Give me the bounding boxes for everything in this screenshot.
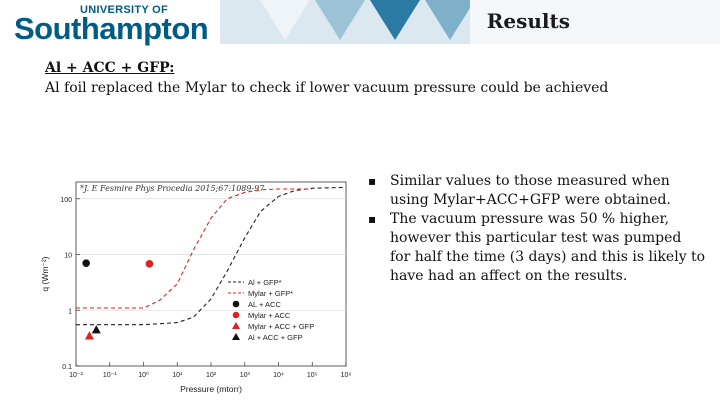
x-tick-label: 10⁻² bbox=[69, 372, 83, 379]
logo-southampton: Southampton bbox=[14, 11, 209, 46]
legend-swatch bbox=[232, 333, 240, 340]
x-tick-label: 10⁶ bbox=[341, 372, 352, 379]
band-chevron-4 bbox=[425, 0, 475, 40]
y-tick-label: 100 bbox=[60, 197, 72, 204]
logo-university-of: UNIVERSITY OF bbox=[80, 4, 169, 16]
plot-frame bbox=[75, 181, 347, 367]
band-chevron-3 bbox=[370, 0, 420, 40]
legend-label: Mylar + ACC bbox=[248, 311, 291, 320]
y-tick-label: 0.1 bbox=[62, 364, 72, 371]
slide-header: UNIVERSITY OF Southampton Results bbox=[0, 0, 720, 46]
legend-swatch bbox=[232, 322, 240, 329]
x-tick-label: 10⁰ bbox=[138, 371, 149, 379]
slide-title: Results bbox=[486, 9, 570, 33]
series-line bbox=[76, 188, 313, 309]
x-tick-label: 10² bbox=[206, 372, 217, 379]
y-tick-label: 1 bbox=[68, 308, 72, 315]
x-tick-label: 10¹ bbox=[172, 372, 183, 379]
band-chevron-1 bbox=[260, 0, 310, 40]
band-title-panel bbox=[470, 0, 720, 44]
y-tick-label: 10 bbox=[64, 253, 72, 260]
bullet-list: ▪ Similar values to those measured when … bbox=[366, 172, 706, 286]
legend-label: Al + GFP* bbox=[248, 278, 282, 287]
x-axis-label: Pressure (mtorr) bbox=[180, 384, 242, 394]
legend-label: Mylar + GFP* bbox=[248, 289, 293, 298]
header-decorative-band bbox=[220, 0, 720, 44]
legend-label: Mylar + ACC + GFP bbox=[248, 322, 314, 331]
band-chevron-2 bbox=[315, 0, 365, 40]
x-tick-label: 10⁴ bbox=[273, 372, 284, 379]
square-bullet-icon: ▪ bbox=[368, 174, 377, 188]
data-point-circle bbox=[145, 260, 154, 268]
x-tick-label: 10⁵ bbox=[307, 372, 318, 379]
legend-label: AL + ACC bbox=[248, 300, 281, 309]
bullet-text: The vacuum pressure was 50 % higher, how… bbox=[390, 211, 706, 284]
chart-annotation: *J. E Fesmire Phys Procedia 2015;67:1089… bbox=[80, 184, 265, 193]
section-description: Al foil replaced the Mylar to check if l… bbox=[45, 80, 609, 96]
heat-flux-chart: 10⁻² 10⁻¹ 10⁰ 10¹ 10² 10³ 10⁴ 10⁵ 10⁶ 0.1 1 10 100 Pr… bbox=[40, 181, 352, 394]
legend-label: Al + ACC + GFP bbox=[248, 333, 303, 342]
legend-swatch bbox=[232, 300, 240, 308]
university-logo: UNIVERSITY OF Southampton bbox=[14, 2, 214, 46]
square-bullet-icon: ▪ bbox=[368, 212, 377, 226]
legend-swatch bbox=[232, 311, 240, 319]
data-point-triangle bbox=[91, 325, 101, 334]
bullet-item: ▪ Similar values to those measured when … bbox=[366, 172, 706, 210]
y-axis-label: q (Wm⁻²) bbox=[40, 256, 50, 291]
data-point-triangle bbox=[84, 331, 94, 340]
x-tick-label: 10⁻¹ bbox=[103, 372, 117, 379]
data-point-circle bbox=[82, 259, 90, 267]
bullet-item: ▪ The vacuum pressure was 50 % higher, h… bbox=[366, 210, 706, 286]
bullet-text: Similar values to those measured when us… bbox=[390, 173, 671, 208]
x-tick-label: 10³ bbox=[240, 372, 251, 379]
section-subtitle: Al + ACC + GFP: bbox=[45, 60, 175, 76]
series-line bbox=[76, 186, 347, 326]
